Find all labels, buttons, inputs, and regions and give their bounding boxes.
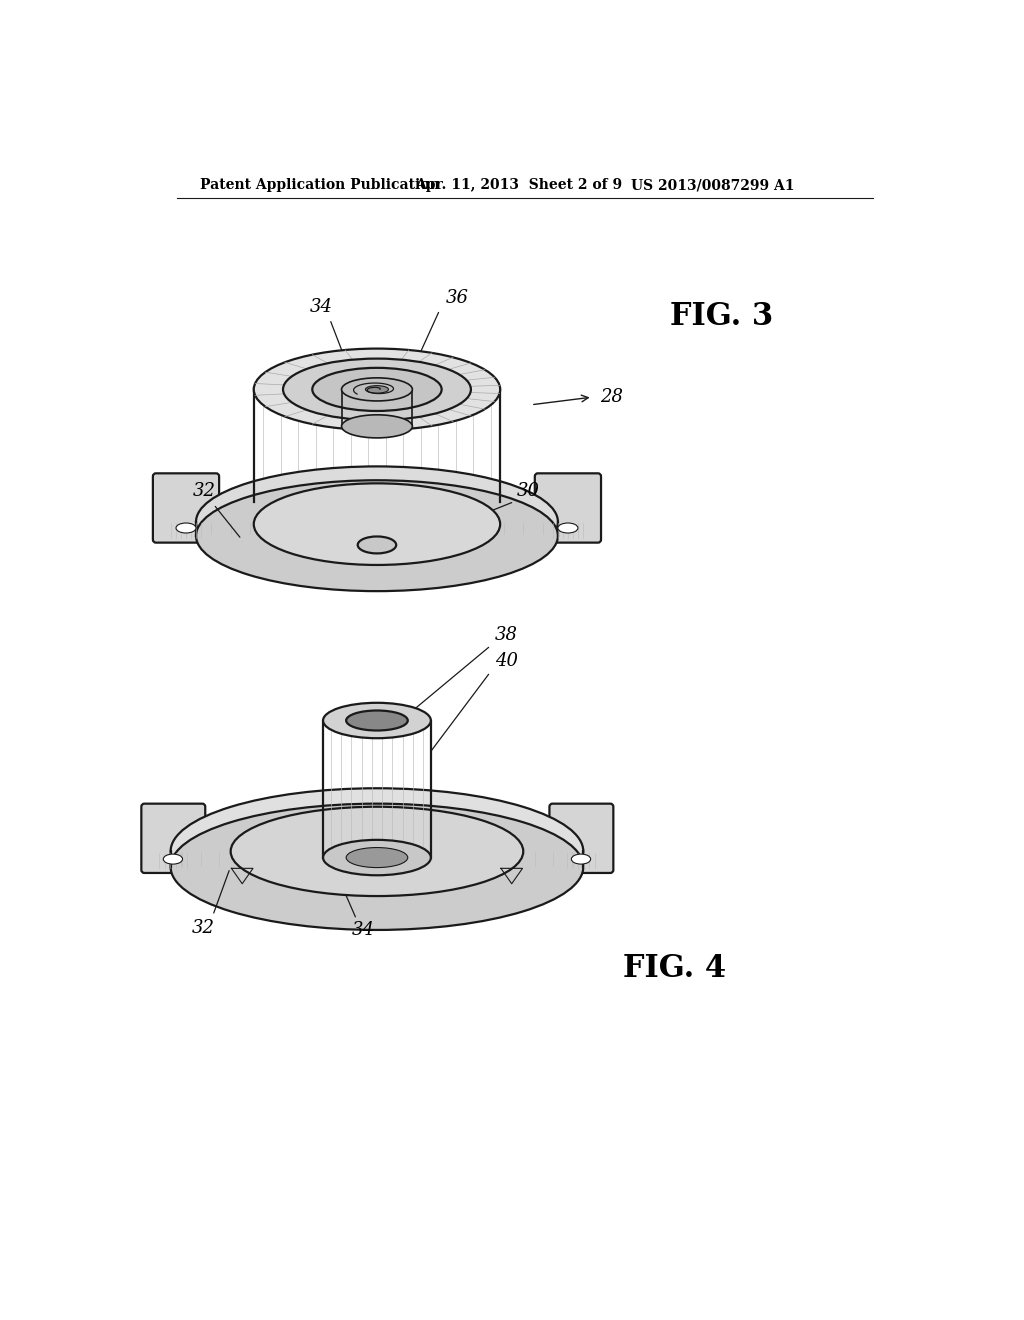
Text: 40: 40 xyxy=(495,652,518,671)
Text: FIG. 3: FIG. 3 xyxy=(670,301,773,331)
Ellipse shape xyxy=(346,710,408,730)
Text: 32: 32 xyxy=(193,482,216,500)
Ellipse shape xyxy=(163,854,182,865)
Ellipse shape xyxy=(366,385,388,393)
Ellipse shape xyxy=(571,854,591,865)
FancyBboxPatch shape xyxy=(141,804,205,873)
Text: FIG. 4: FIG. 4 xyxy=(624,953,726,983)
Ellipse shape xyxy=(196,480,558,591)
Ellipse shape xyxy=(323,702,431,738)
Ellipse shape xyxy=(171,804,584,929)
Ellipse shape xyxy=(558,523,578,533)
FancyBboxPatch shape xyxy=(535,474,601,543)
Text: Patent Application Publication: Patent Application Publication xyxy=(200,178,439,193)
Ellipse shape xyxy=(283,359,471,420)
Ellipse shape xyxy=(196,466,558,577)
Text: 34: 34 xyxy=(310,298,333,317)
Ellipse shape xyxy=(342,414,413,438)
Text: 30: 30 xyxy=(517,482,540,500)
Text: Apr. 11, 2013  Sheet 2 of 9: Apr. 11, 2013 Sheet 2 of 9 xyxy=(416,178,623,193)
Ellipse shape xyxy=(176,523,196,533)
FancyBboxPatch shape xyxy=(153,474,219,543)
Text: 28: 28 xyxy=(600,388,624,407)
Ellipse shape xyxy=(312,368,441,411)
Ellipse shape xyxy=(323,840,431,875)
Ellipse shape xyxy=(346,847,408,867)
Text: 36: 36 xyxy=(446,289,469,308)
Ellipse shape xyxy=(357,536,396,553)
FancyBboxPatch shape xyxy=(550,804,613,873)
Ellipse shape xyxy=(254,348,500,430)
Text: 32: 32 xyxy=(193,919,215,937)
Text: US 2013/0087299 A1: US 2013/0087299 A1 xyxy=(631,178,795,193)
Ellipse shape xyxy=(171,788,584,915)
Ellipse shape xyxy=(258,484,497,558)
Ellipse shape xyxy=(254,483,500,565)
Ellipse shape xyxy=(230,807,523,896)
Text: 38: 38 xyxy=(495,626,518,644)
Text: 34: 34 xyxy=(351,921,375,939)
Ellipse shape xyxy=(342,378,413,401)
